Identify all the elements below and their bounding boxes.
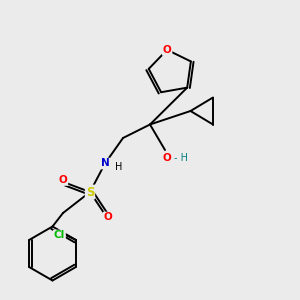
Text: O: O — [103, 212, 112, 223]
Text: O: O — [163, 45, 172, 55]
Text: O: O — [58, 175, 68, 185]
Text: - H: - H — [175, 153, 188, 164]
Text: N: N — [100, 158, 109, 169]
Text: S: S — [86, 185, 94, 199]
Text: O: O — [162, 153, 171, 164]
Text: H: H — [115, 161, 122, 172]
Text: Cl: Cl — [54, 230, 65, 241]
